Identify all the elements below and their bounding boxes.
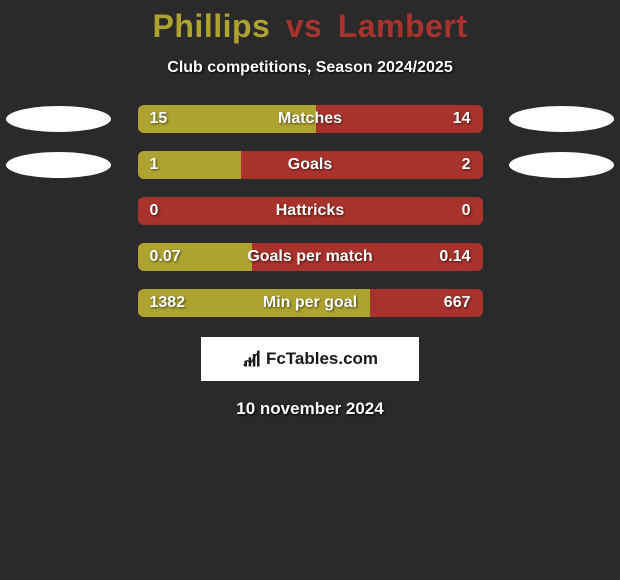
stat-bar-track: 0Hattricks0 — [138, 197, 483, 225]
player2-name: Lambert — [338, 8, 468, 44]
player1-name: Phillips — [153, 8, 271, 44]
page-title: Phillips vs Lambert — [0, 8, 620, 45]
player2-ellipse — [509, 106, 614, 132]
stat-row: 15Matches14 — [0, 105, 620, 133]
subtitle: Club competitions, Season 2024/2025 — [0, 59, 620, 77]
stat-rows: 15Matches14 1Goals2 0Hattricks0 0.07Goals p… — [0, 105, 620, 317]
stat-bar-track: 0.07Goals per match0.14 — [138, 243, 483, 271]
stat-bar-track: 1382Min per goal667 — [138, 289, 483, 317]
stat-row: 1Goals2 — [0, 151, 620, 179]
stat-label: Goals — [138, 151, 483, 179]
stat-value-right: 0 — [462, 197, 471, 225]
stat-label: Min per goal — [138, 289, 483, 317]
player1-ellipse — [6, 106, 111, 132]
brand-box[interactable]: FcTables.com — [201, 337, 419, 381]
brand-chart-icon — [242, 349, 262, 369]
stat-value-right: 14 — [453, 105, 471, 133]
stat-row: 0.07Goals per match0.14 — [0, 243, 620, 271]
stat-bar-track: 15Matches14 — [138, 105, 483, 133]
stat-row: 0Hattricks0 — [0, 197, 620, 225]
player2-ellipse — [509, 152, 614, 178]
stat-label: Goals per match — [138, 243, 483, 271]
stat-label: Hattricks — [138, 197, 483, 225]
date-label: 10 november 2024 — [0, 399, 620, 419]
stat-bar-track: 1Goals2 — [138, 151, 483, 179]
player1-ellipse — [6, 152, 111, 178]
stat-value-right: 667 — [444, 289, 471, 317]
stat-label: Matches — [138, 105, 483, 133]
comparison-container: Phillips vs Lambert Club competitions, S… — [0, 0, 620, 419]
stat-value-right: 2 — [462, 151, 471, 179]
vs-label: vs — [286, 8, 323, 44]
brand-text: FcTables.com — [266, 349, 378, 369]
stat-row: 1382Min per goal667 — [0, 289, 620, 317]
stat-value-right: 0.14 — [439, 243, 470, 271]
